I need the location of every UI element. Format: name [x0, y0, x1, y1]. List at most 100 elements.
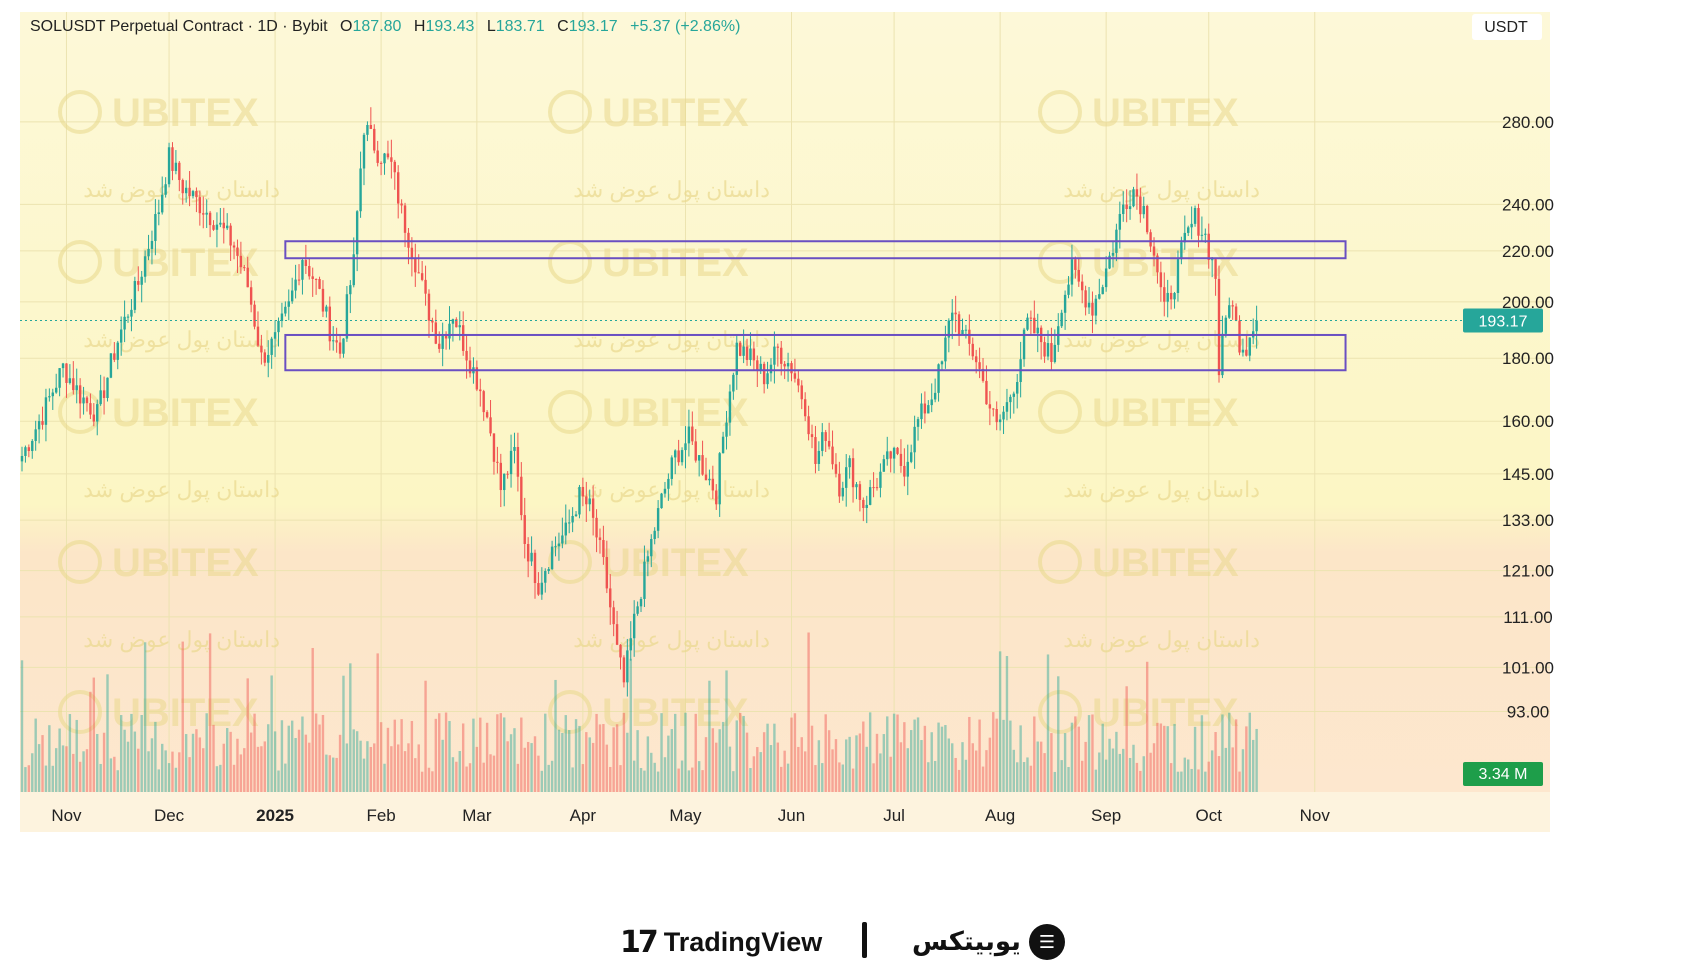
volume-bar	[940, 726, 944, 792]
volume-bar	[58, 728, 61, 792]
volume-bar	[985, 750, 988, 792]
volume-bar	[1033, 716, 1036, 792]
volume-bar	[448, 721, 451, 792]
volume-bar	[263, 741, 267, 792]
volume-bar	[585, 732, 588, 792]
watermark-persian: داستان پول عوض شد	[1063, 477, 1260, 503]
volume-bar	[988, 737, 992, 792]
volume-bar	[981, 766, 985, 792]
volume-bar	[1046, 654, 1050, 792]
volume-bar	[260, 746, 263, 792]
candle-body	[369, 125, 373, 129]
candle-body	[1231, 305, 1234, 307]
candle-body	[321, 288, 325, 312]
candle-body	[492, 433, 496, 462]
volume-bar	[540, 770, 544, 792]
price-chart[interactable]: UBITEX UBITEX UBITEX داستان پول عوض شد داستا…	[20, 12, 1675, 907]
candle-body	[923, 403, 927, 414]
candle-body	[974, 356, 978, 363]
candle-body	[964, 329, 968, 331]
volume-bar	[1053, 771, 1057, 792]
volume-bar	[232, 764, 236, 792]
candle-body	[1173, 292, 1176, 300]
watermark-persian: داستان پول عوض شد	[573, 627, 770, 653]
candle-body	[841, 487, 844, 497]
volume-bar	[236, 738, 239, 792]
volume-bar	[1128, 757, 1132, 792]
volume-bar	[896, 714, 899, 792]
volume-bar	[229, 731, 232, 792]
candle-body	[373, 128, 376, 151]
volume-bar	[273, 731, 277, 792]
candle-body	[212, 225, 215, 230]
watermark-persian: داستان پول عوض شد	[83, 327, 280, 353]
volume-bar	[31, 753, 34, 792]
candle-body	[1067, 284, 1070, 295]
volume-bar	[198, 737, 202, 792]
candle-body	[161, 194, 164, 213]
volume-bar	[75, 719, 78, 792]
candle-body	[116, 342, 119, 360]
chart-area[interactable]: UBITEX UBITEX UBITEX داستان پول عوض شد داستا…	[20, 12, 1675, 907]
price-tick-label: 93.00	[1507, 702, 1550, 721]
footer	[0, 910, 1688, 976]
candle-body	[448, 323, 451, 339]
watermark-persian: داستان پول عوض شد	[573, 177, 770, 203]
volume-bar	[195, 729, 198, 792]
candle-body	[434, 322, 438, 344]
candle-body	[65, 363, 68, 383]
zone-box[interactable]	[284, 240, 1347, 260]
volume-bar	[612, 727, 615, 792]
candle-body	[34, 429, 37, 441]
volume-bar	[537, 755, 540, 792]
volume-bar	[561, 733, 564, 792]
candle-body	[609, 588, 612, 608]
volume-bar	[937, 722, 940, 792]
candle-body	[749, 348, 752, 360]
candle-body	[438, 343, 441, 349]
volume-bar	[875, 733, 879, 792]
volume-bar	[814, 765, 817, 792]
last-price-label: 193.17	[1479, 313, 1528, 330]
candle-body	[568, 522, 571, 524]
currency-label[interactable]: USDT	[1484, 19, 1528, 36]
candle-body	[650, 539, 653, 557]
volume-bar	[369, 746, 373, 792]
volume-bar	[485, 722, 489, 792]
volume-bar	[735, 720, 738, 792]
candle-body	[126, 316, 130, 318]
candle-body	[1214, 259, 1217, 279]
candle-body	[550, 546, 554, 570]
volume-bar	[1207, 761, 1210, 792]
candle-body	[1081, 281, 1084, 291]
candle-body	[526, 543, 530, 562]
candle-body	[509, 450, 513, 475]
candle-body	[89, 403, 92, 415]
watermark-persian: داستان پول عوض شد	[83, 477, 280, 503]
volume-bar	[691, 767, 694, 792]
candle-body	[533, 552, 537, 584]
candle-body	[427, 293, 431, 321]
candle-body	[913, 426, 916, 453]
watermark-layer: UBITEX UBITEX UBITEX داستان پول عوض شد داستا…	[58, 90, 1260, 735]
time-axis: Nov Dec 2025 Feb Mar Apr May Jun Jul Aug Sep Oct Nov	[51, 806, 1330, 825]
candle-body	[410, 247, 414, 259]
volume-bar	[810, 725, 814, 792]
candle-body	[773, 346, 776, 365]
watermark-persian: داستان پول عوض شد	[1063, 327, 1260, 353]
candle-body	[171, 147, 174, 171]
volume-bar	[1087, 715, 1091, 792]
zone-box[interactable]	[284, 333, 1347, 372]
candle-body	[130, 309, 133, 317]
volume-bar	[554, 679, 557, 792]
candle-body	[431, 320, 434, 323]
volume-bar	[964, 759, 968, 792]
chart-header: SOLUSDT Perpetual Contract · 1D · Bybit …	[30, 18, 740, 35]
candle-body	[988, 404, 992, 409]
candle-body	[362, 134, 366, 169]
candle-body	[499, 462, 502, 491]
volume-bar	[243, 748, 246, 792]
volume-bar	[1197, 769, 1200, 792]
volume-bar	[499, 713, 502, 792]
volume-bar	[362, 758, 366, 792]
